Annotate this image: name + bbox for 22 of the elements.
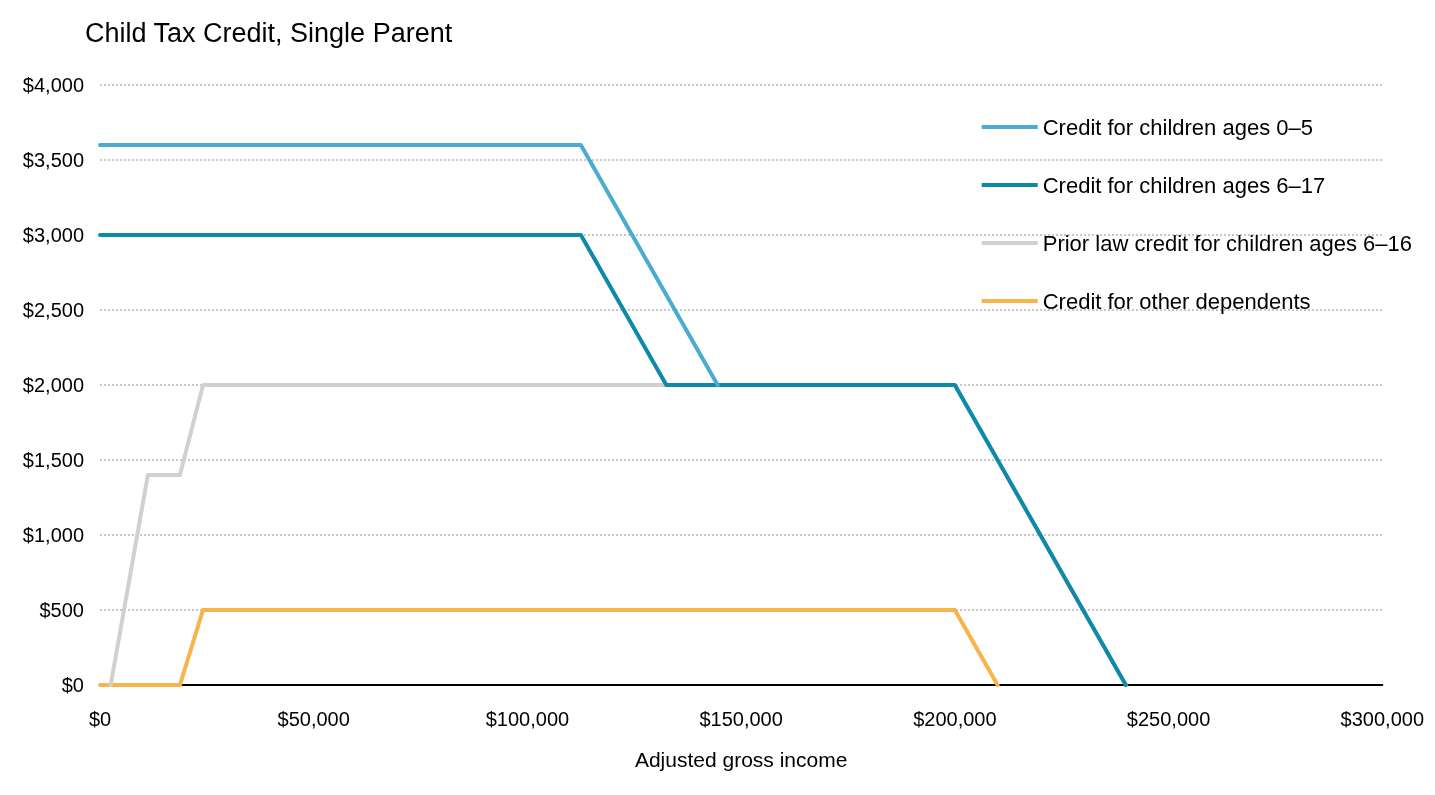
chart-title: Child Tax Credit, Single Parent — [85, 17, 453, 48]
y-tick-label: $3,500 — [22, 149, 84, 171]
legend-label: Credit for children ages 6–17 — [1042, 172, 1326, 198]
x-axis-title: Adjusted gross income — [634, 748, 848, 771]
x-tick-label: $100,000 — [485, 708, 570, 730]
legend-label: Credit for children ages 0–5 — [1042, 114, 1313, 140]
y-tick-label: $1,000 — [22, 524, 84, 546]
y-tick-label: $3,000 — [22, 224, 84, 246]
y-tick-label: $500 — [39, 599, 84, 621]
y-tick-label: $2,500 — [22, 299, 84, 321]
legend-label: Credit for other dependents — [1042, 288, 1311, 314]
y-tick-label: $2,000 — [22, 374, 84, 396]
x-tick-label: $200,000 — [913, 708, 997, 730]
y-tick-label: $1,500 — [22, 449, 84, 471]
x-tick-label: $0 — [88, 708, 112, 730]
x-tick-label: $50,000 — [277, 708, 350, 730]
x-tick-label: $300,000 — [1340, 708, 1424, 730]
y-tick-label: $4,000 — [22, 74, 84, 96]
y-tick-label: $0 — [61, 674, 84, 696]
x-tick-label: $250,000 — [1126, 708, 1211, 730]
legend-label: Prior law credit for children ages 6–16 — [1042, 230, 1412, 256]
x-tick-label: $150,000 — [699, 708, 783, 730]
